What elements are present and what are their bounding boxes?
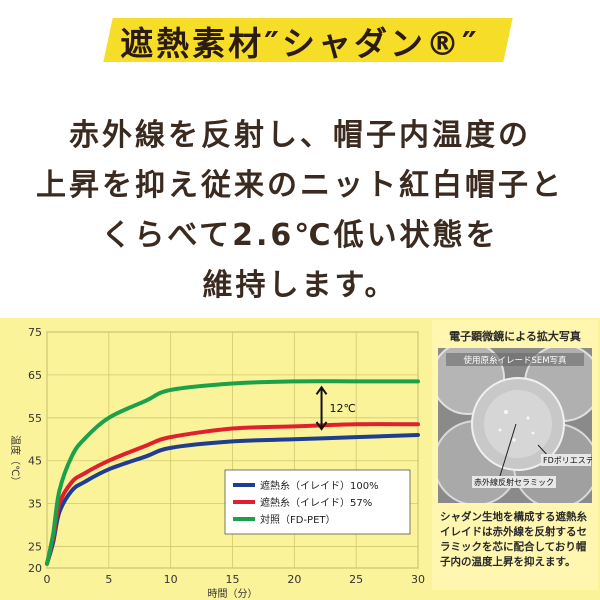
x-tick-label: 25	[349, 573, 363, 586]
y-tick-label: 45	[28, 455, 42, 468]
y-tick-label: 55	[28, 412, 42, 425]
legend-item-iraido-100: 遮熱糸（イレイド）100%	[260, 479, 379, 492]
y-tick-label: 25	[28, 541, 42, 554]
arrow-head-bottom	[315, 421, 328, 431]
title-wrap: 遮熱素材″シャダン®″	[0, 22, 600, 66]
arrow-head-top	[315, 385, 328, 395]
legend-item-iraido-57: 遮熱糸（イレイド）57%	[260, 496, 372, 509]
x-tick-label: 20	[287, 573, 301, 586]
sem-inner-label: 使用原糸イレードSEM写真	[463, 355, 567, 366]
sem-photo-panel: 電子顕微鏡による拡大写真 使用原糸イレードSEM写真 FDポリエステル 赤外線反…	[432, 320, 598, 590]
x-tick-label: 5	[105, 573, 112, 586]
temperature-chart: 20 25 35 45 55 65 75 0 5 10 15 20 25 30 時間（分） 温度（℃） 12℃…	[9, 326, 425, 600]
sem-photo: 使用原糸イレードSEM写真 FDポリエステル 赤外線反射セラミック	[438, 348, 592, 503]
difference-label: 12℃	[330, 402, 356, 415]
body-line-3: くらべて2.6℃低い状態を	[101, 218, 499, 253]
sem-caption: シャダン生地を構成する遮熱糸イレイドは赤外線を反射するセラミックを芯に配合してお…	[440, 511, 587, 568]
legend-item-control: 対照（FD-PET）	[260, 513, 336, 526]
body-line-4: 維持します。	[202, 268, 398, 303]
page-title: 遮熱素材″シャダン®″	[120, 24, 480, 63]
sem-label-ceramic: 赤外線反射セラミック	[474, 477, 554, 487]
x-tick-label: 15	[226, 573, 240, 586]
x-tick-label: 0	[44, 573, 51, 586]
y-tick-label: 65	[28, 369, 42, 382]
x-tick-label: 10	[164, 573, 178, 586]
series-line-control	[45, 379, 420, 566]
sem-label-fd: FDポリエステル	[543, 456, 592, 465]
body-line-2: 上昇を抑え従来のニット紅白帽子と	[36, 168, 564, 203]
y-axis-label: 温度（℃）	[9, 435, 22, 486]
sem-title: 電子顕微鏡による拡大写真	[449, 330, 581, 343]
body-line-1: 赤外線を反射し、帽子内温度の	[69, 118, 531, 153]
legend-box	[224, 469, 411, 535]
x-axis-label: 時間（分）	[208, 588, 258, 600]
y-tick-label: 35	[28, 498, 42, 511]
y-tick-label: 75	[28, 326, 42, 339]
x-tick-label: 30	[411, 573, 425, 586]
y-tick-label: 20	[28, 562, 42, 575]
